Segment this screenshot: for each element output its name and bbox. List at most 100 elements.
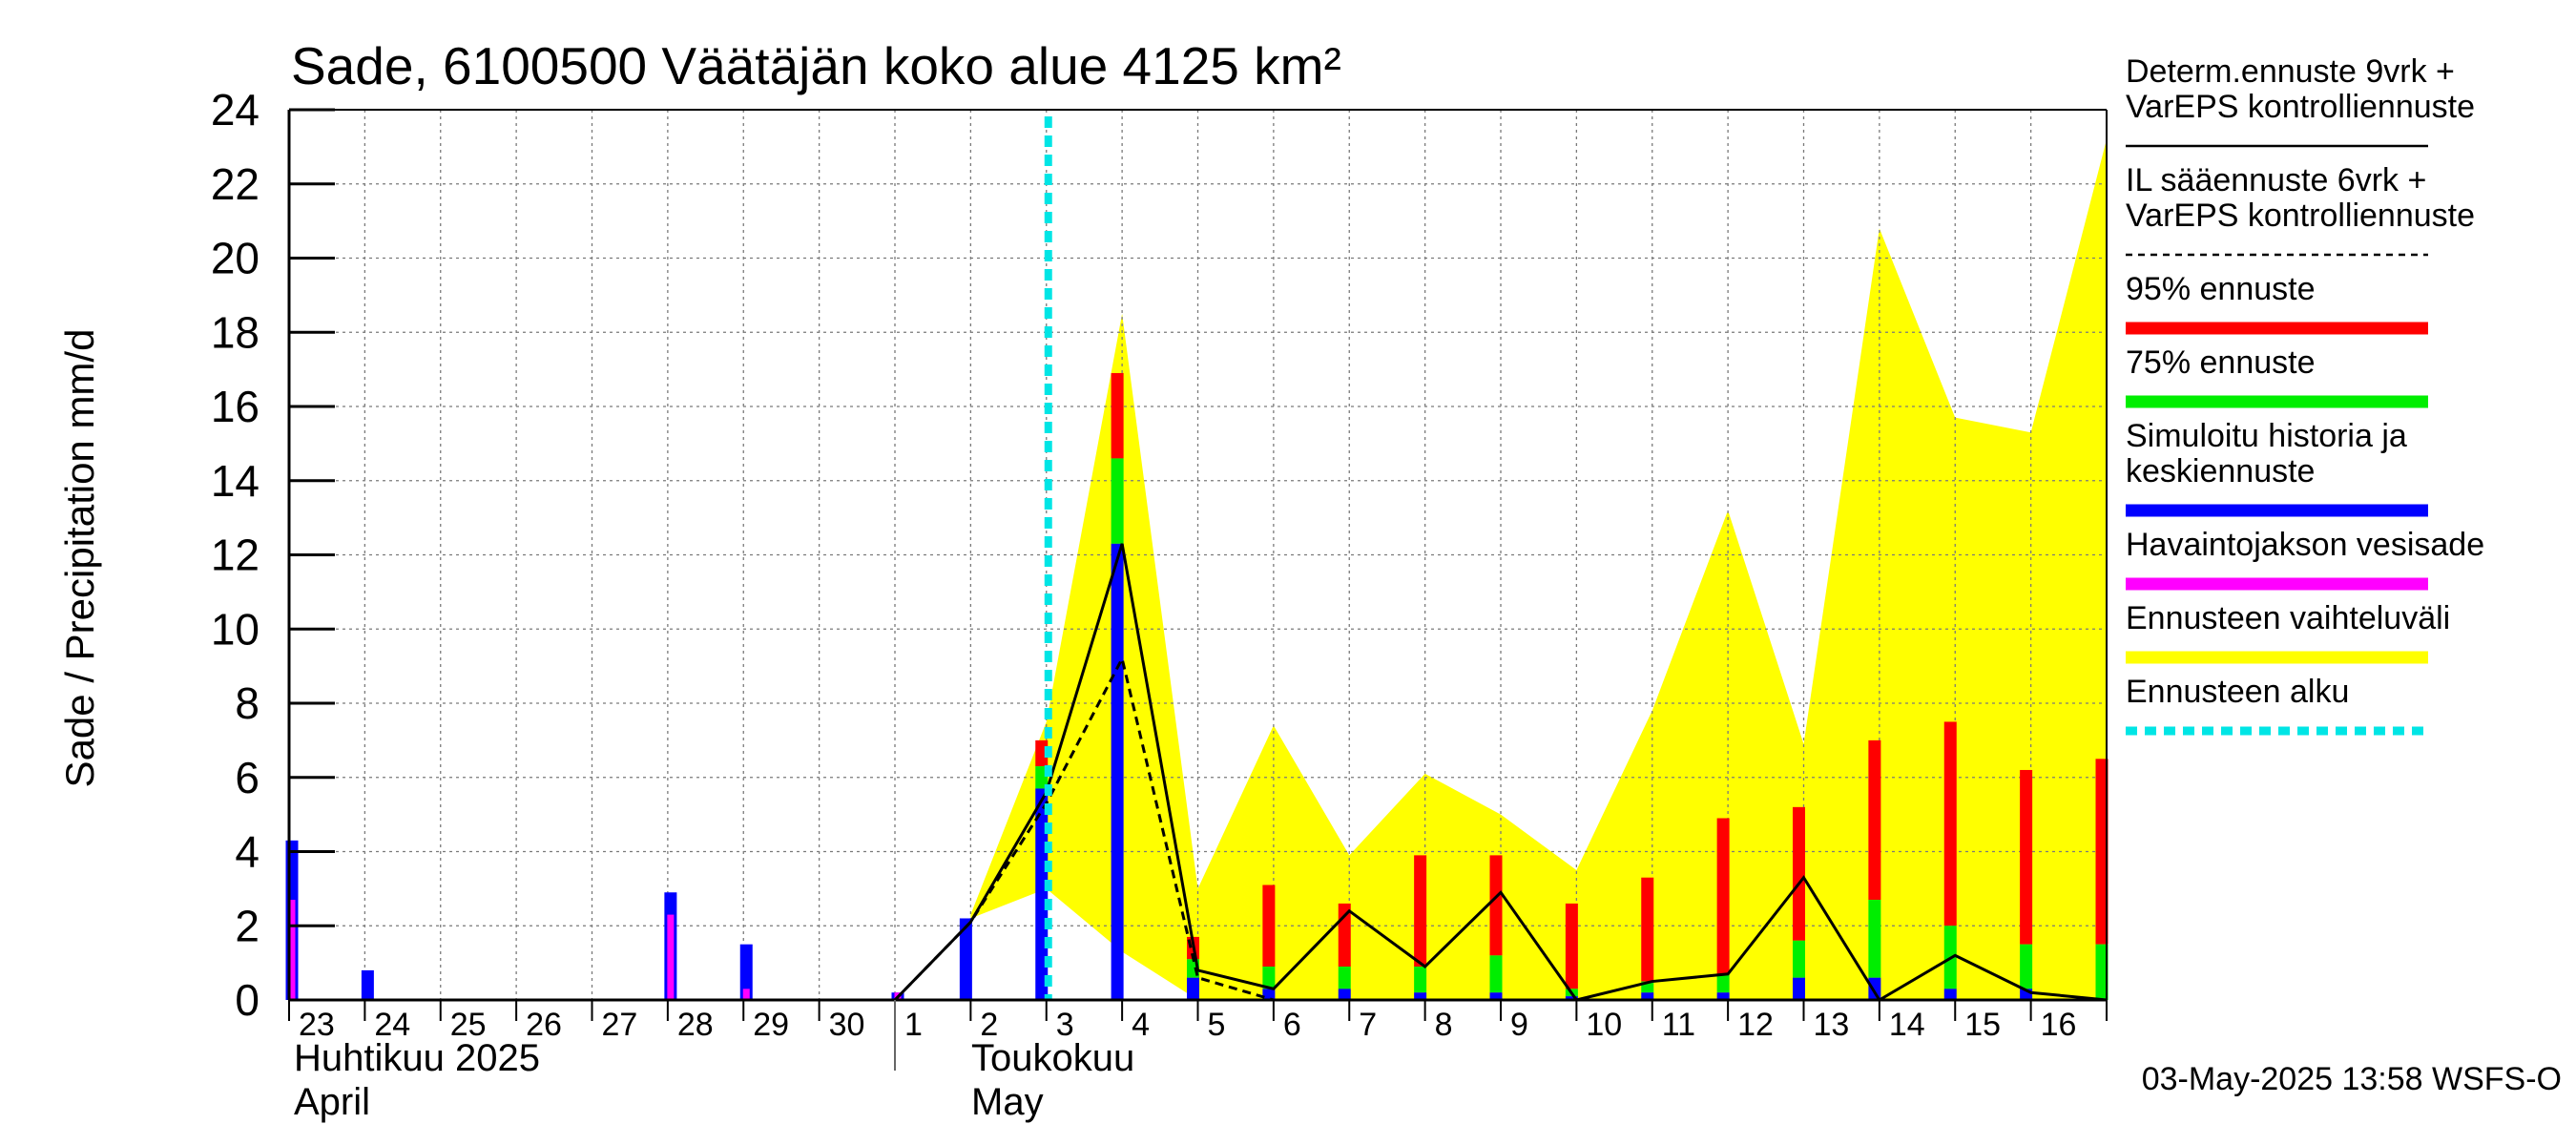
legend-entry-label: Ennusteen vaihteluväli <box>2126 600 2450 636</box>
forecast-bar-75 <box>1793 940 1805 978</box>
y-tick-label: 12 <box>211 531 260 580</box>
ensemble-range-layer <box>970 139 2107 1001</box>
ensemble-range-area <box>970 139 2107 1001</box>
deterministic-forecast-line <box>893 543 2108 1003</box>
x-day-label: 29 <box>753 1007 789 1043</box>
x-day-label: 27 <box>602 1007 638 1043</box>
y-tick-label: 14 <box>211 456 260 506</box>
forecast-bar-median <box>1641 992 1654 1000</box>
legend-entry-label: Determ.ennuste 9vrk + <box>2126 53 2455 90</box>
forecast-bar-95 <box>1716 818 1730 974</box>
x-day-label: 8 <box>1435 1007 1453 1043</box>
x-day-label: 28 <box>677 1007 714 1043</box>
y-tick-label: 22 <box>211 159 260 209</box>
month-label-may-en: May <box>971 1081 1044 1123</box>
forecast-bar-75 <box>2095 944 2109 1000</box>
forecast-bar-95 <box>1868 739 1881 901</box>
forecast-bar-median <box>1187 977 1199 1000</box>
x-day-label: 10 <box>1586 1007 1622 1043</box>
legend-entry-label: keskiennuste <box>2126 453 2315 489</box>
simulated-history-bar <box>361 969 374 1000</box>
x-day-label: 23 <box>299 1007 335 1043</box>
forecast-bar-median <box>1716 992 1730 1000</box>
y-tick-label: 10 <box>211 604 260 654</box>
x-day-label: 9 <box>1510 1007 1528 1043</box>
forecast-bar-75 <box>2020 944 2033 989</box>
y-tick-label: 20 <box>211 234 260 283</box>
y-tick-label: 0 <box>235 975 260 1025</box>
x-day-label: 2 <box>980 1007 998 1043</box>
y-tick-label: 4 <box>235 827 260 877</box>
month-label-april: Huhtikuu 2025 <box>294 1037 540 1079</box>
x-day-label: 24 <box>374 1007 410 1043</box>
legend-entry-label: VarEPS kontrolliennuste <box>2126 89 2475 125</box>
forecast-bar-median <box>1414 992 1427 1000</box>
forecast-bar-median <box>1489 992 1503 1000</box>
forecast-bar-95 <box>1489 855 1503 956</box>
x-day-label: 1 <box>904 1007 923 1043</box>
observed-precipitation-bar <box>742 989 750 1000</box>
forecast-bar-75 <box>1868 900 1881 978</box>
observed-precipitation-bar <box>288 900 296 1000</box>
legend-entry-label: VarEPS kontrolliennuste <box>2126 198 2475 234</box>
observed-precipitation-bar <box>667 914 675 1000</box>
x-day-label: 4 <box>1132 1007 1150 1043</box>
forecast-bar-75 <box>1641 981 1654 993</box>
x-day-label: 5 <box>1208 1007 1226 1043</box>
forecast-bar-median <box>1111 543 1124 1000</box>
forecast-bar-median <box>2020 989 2033 1000</box>
simulated-history-bar <box>739 944 753 1000</box>
x-day-label: 11 <box>1662 1007 1695 1043</box>
legend-entry-label: Ennusteen alku <box>2126 674 2349 710</box>
x-day-label: 3 <box>1056 1007 1074 1043</box>
x-day-label: 26 <box>526 1007 562 1043</box>
x-day-label: 16 <box>2041 1007 2077 1043</box>
forecast-bar-95 <box>1262 885 1276 968</box>
forecast-bar-95 <box>1565 903 1578 989</box>
forecast-bar-75 <box>1716 973 1730 993</box>
footer-timestamp: 03-May-2025 13:58 WSFS-O <box>2142 1061 2562 1097</box>
y-tick-label: 2 <box>235 901 260 950</box>
x-day-label: 30 <box>829 1007 865 1043</box>
y-tick-label: 6 <box>235 753 260 802</box>
x-day-label: 25 <box>450 1007 487 1043</box>
forecast-bar-median <box>1793 977 1805 1000</box>
forecast-bar-75 <box>1111 458 1124 544</box>
x-day-label: 15 <box>1964 1007 2001 1043</box>
y-tick-label: 16 <box>211 382 260 431</box>
y-axis-label: Sade / Precipitation mm/d <box>57 329 102 788</box>
chart-title: Sade, 6100500 Väätäjän koko alue 4125 km… <box>291 36 1341 95</box>
forecast-bar-95 <box>2095 759 2109 945</box>
forecast-bar-75 <box>1414 967 1427 993</box>
forecast-bar-75 <box>1489 955 1503 993</box>
forecast-bar-median <box>1868 977 1881 1000</box>
forecast-bar-95 <box>1641 877 1654 982</box>
forecast-bar-95 <box>1111 373 1124 459</box>
forecast-bar-95 <box>1943 721 1957 926</box>
month-label-may: Toukokuu <box>971 1037 1134 1079</box>
y-tick-label: 24 <box>211 85 260 135</box>
x-day-label: 7 <box>1359 1007 1377 1043</box>
forecast-bar-median <box>1565 996 1578 1000</box>
y-tick-label: 8 <box>235 678 260 728</box>
x-day-label: 14 <box>1889 1007 1925 1043</box>
legend-entry-label: IL sääennuste 6vrk + <box>2126 162 2426 198</box>
forecast-bar-95 <box>1414 855 1427 968</box>
forecast-bar-median <box>1943 989 1957 1000</box>
legend-entry-label: 95% ennuste <box>2126 271 2316 307</box>
legend-entry-label: Havaintojakson vesisade <box>2126 527 2484 563</box>
x-day-label: 6 <box>1283 1007 1301 1043</box>
legend-entry-label: Simuloitu historia ja <box>2126 418 2407 454</box>
forecast-bar-median <box>1262 989 1276 1000</box>
month-label-april-en: April <box>294 1081 370 1123</box>
forecast-bar-75 <box>1262 967 1276 989</box>
forecast-bar-median <box>959 918 972 1000</box>
forecast-bar-95 <box>1793 806 1805 941</box>
x-day-label: 12 <box>1737 1007 1774 1043</box>
forecast-bar-95 <box>2020 769 2033 945</box>
x-day-label: 13 <box>1814 1007 1850 1043</box>
y-tick-label: 18 <box>211 307 260 357</box>
forecast-bar-median <box>1338 989 1351 1000</box>
